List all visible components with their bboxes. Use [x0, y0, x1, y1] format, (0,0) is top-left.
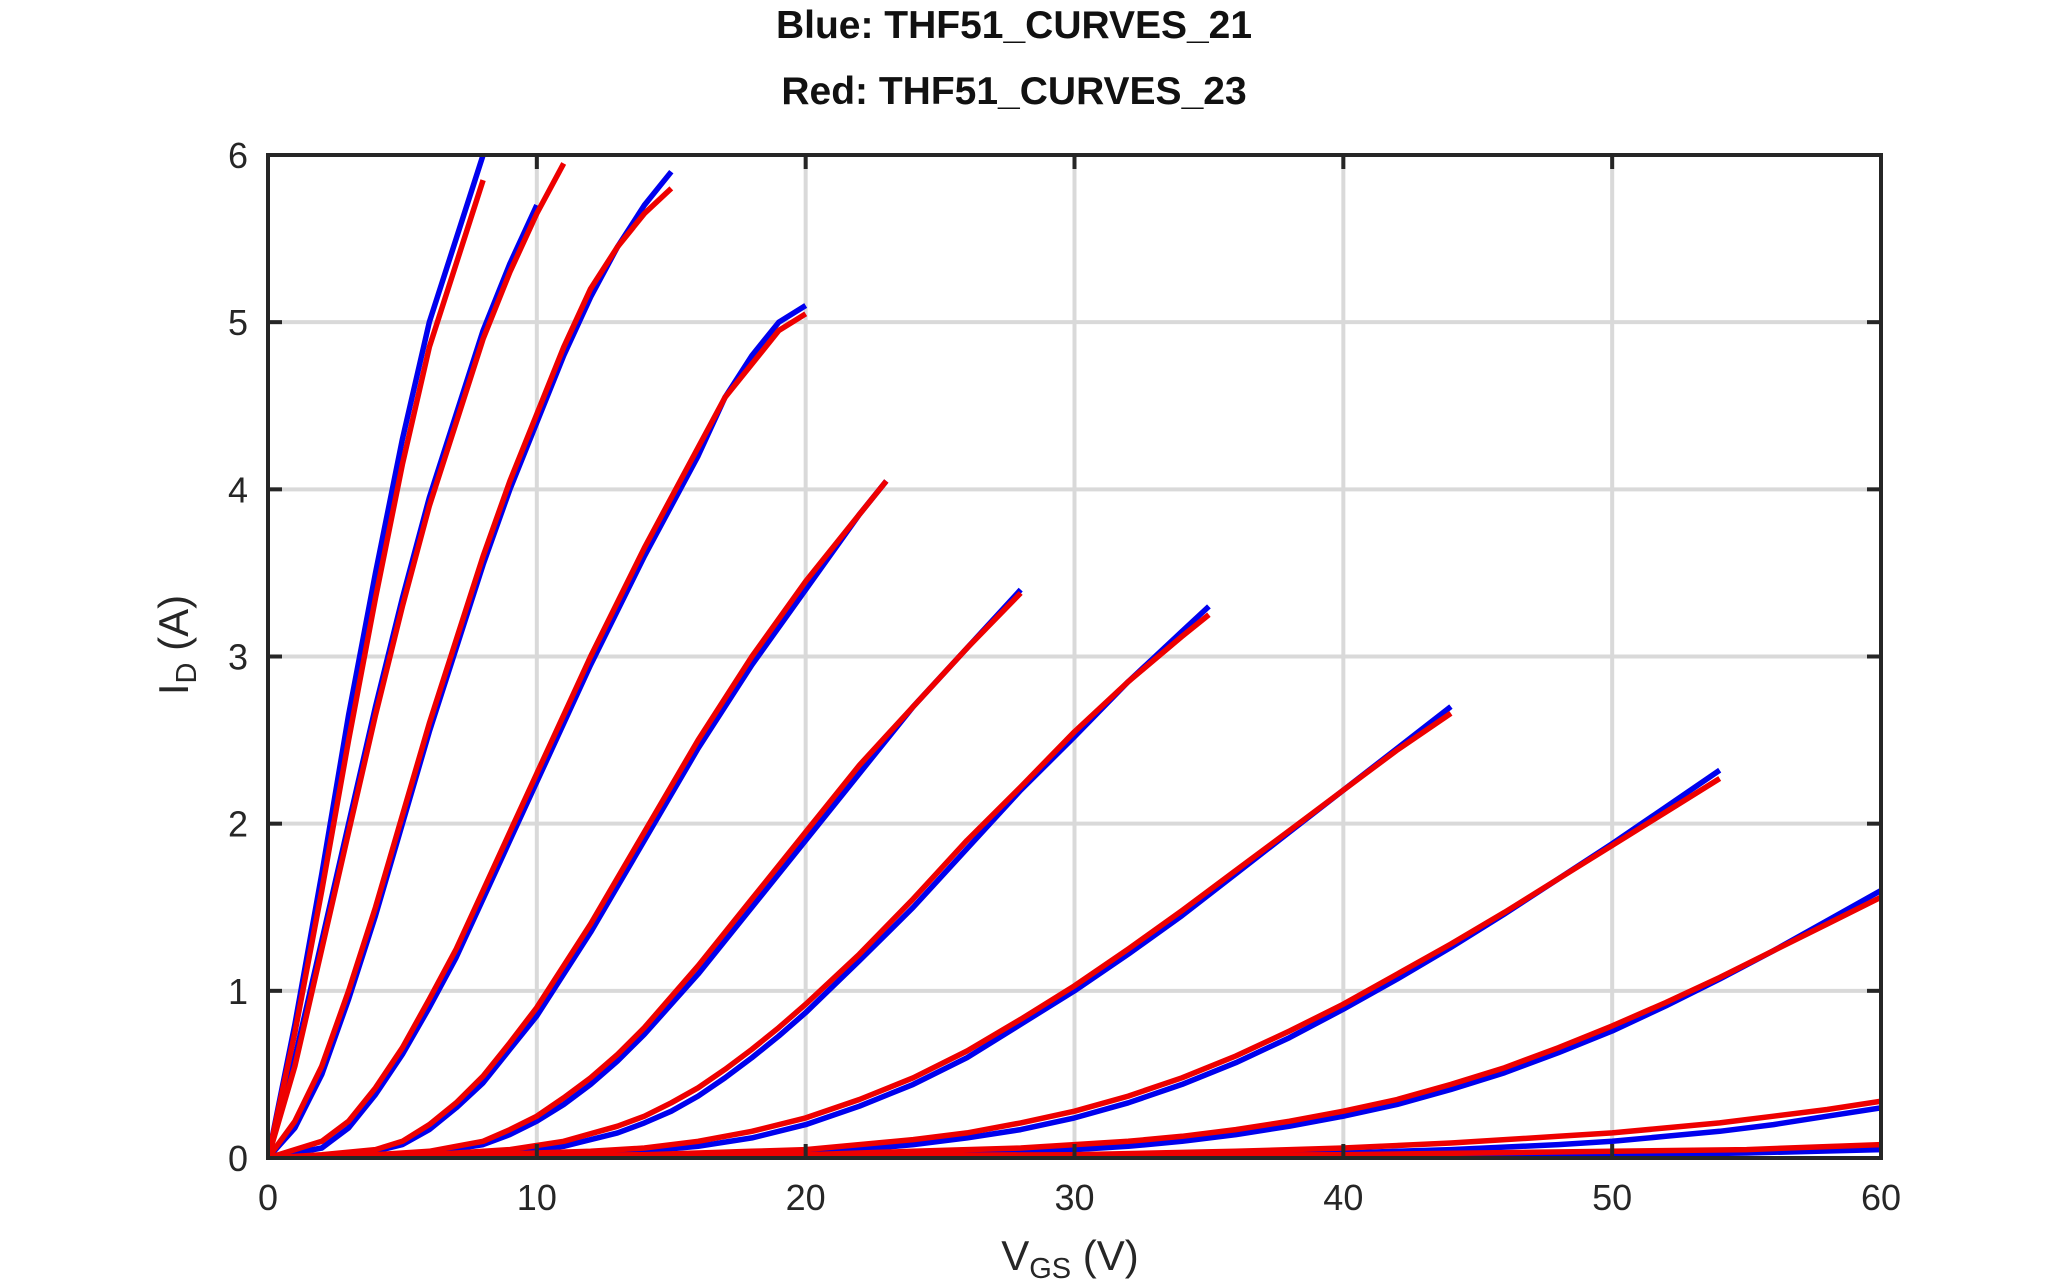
- y-axis-label-main: I: [150, 683, 197, 695]
- x-tick-label-1: 10: [517, 1177, 557, 1218]
- y-axis-label-sub: D: [171, 663, 203, 684]
- x-tick-label-0: 0: [258, 1177, 278, 1218]
- y-tick-label-3: 3: [228, 637, 248, 678]
- series-1-curve-0: [268, 179, 486, 1158]
- series-1-curve-8: [268, 776, 1722, 1158]
- series-0-curve-6: [268, 604, 1211, 1158]
- x-tick-label-3: 30: [1054, 1177, 1094, 1218]
- chart-title-line-2: Red: THF51_CURVES_23: [781, 70, 1246, 113]
- y-tick-label-5: 5: [228, 302, 248, 343]
- series-1-curve-3: [268, 311, 808, 1158]
- axis-ticks: 0 10 20 30 40 50 60 0 1 2 3 4 5 6: [228, 135, 1901, 1218]
- y-tick-label-2: 2: [228, 804, 248, 845]
- x-tick-label-4: 40: [1323, 1177, 1363, 1218]
- series-1-curve-4: [268, 479, 889, 1158]
- x-axis-label-main: V: [1001, 1232, 1029, 1279]
- x-axis-label: VGS (V): [1001, 1232, 1139, 1280]
- plot-area: [268, 154, 1881, 1158]
- series-1-curve-5: [268, 591, 1023, 1158]
- y-axis-label: ID (A): [150, 595, 203, 695]
- y-tick-label-4: 4: [228, 469, 248, 510]
- series-1-curve-6: [268, 612, 1211, 1158]
- y-tick-label-6: 6: [228, 135, 248, 176]
- series-1-curve-9: [268, 894, 1881, 1158]
- chart-title-line-1: Blue: THF51_CURVES_21: [776, 4, 1252, 47]
- y-axis-label-unit: (A): [150, 595, 197, 663]
- series-1-curve-1: [268, 162, 567, 1158]
- y-tick-label-0: 0: [228, 1138, 248, 1179]
- y-tick-label-1: 1: [228, 971, 248, 1012]
- x-tick-label-6: 60: [1861, 1177, 1901, 1218]
- x-tick-label-5: 50: [1592, 1177, 1632, 1218]
- x-axis-label-unit: (V): [1071, 1232, 1139, 1279]
- x-tick-label-2: 20: [786, 1177, 826, 1218]
- series-1-curve-7: [268, 711, 1453, 1158]
- x-axis-label-sub: GS: [1029, 1253, 1071, 1280]
- series-1-curve-2: [268, 186, 674, 1158]
- series-1-curve-10: [268, 1098, 1881, 1158]
